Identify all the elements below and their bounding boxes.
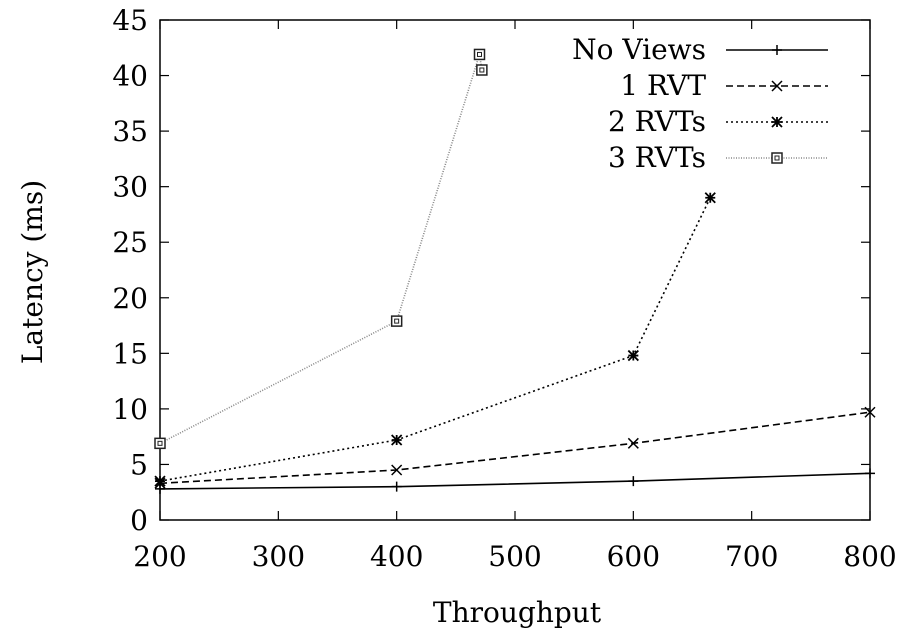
data-point bbox=[771, 80, 783, 92]
data-point-inner bbox=[479, 67, 485, 73]
data-point bbox=[154, 475, 166, 487]
y-tick-label: 20 bbox=[112, 282, 148, 315]
x-tick-label: 200 bbox=[133, 540, 186, 573]
x-tick-label: 500 bbox=[488, 540, 541, 573]
series-3 bbox=[154, 192, 716, 487]
axes: 0 5 10 15 20 25 30 35 40 45 200 300 400 500 600 700 800 bbox=[112, 4, 896, 573]
data-point-inner bbox=[157, 440, 163, 446]
data-point bbox=[391, 434, 403, 446]
legend-label: 3 RVTs bbox=[608, 141, 706, 174]
data-point bbox=[476, 64, 488, 76]
series-line bbox=[159, 197, 711, 482]
data-point bbox=[473, 48, 486, 61]
series-line bbox=[159, 472, 871, 490]
data-point bbox=[772, 45, 782, 55]
legend-item: 2 RVTs bbox=[608, 105, 828, 138]
legend-item: 3 RVTs bbox=[608, 141, 828, 174]
y-tick-label: 5 bbox=[130, 448, 148, 481]
x-tick-label: 400 bbox=[370, 540, 423, 573]
data-point bbox=[628, 476, 639, 487]
data-point bbox=[391, 481, 402, 492]
y-tick-label: 0 bbox=[130, 504, 148, 537]
y-tick-label: 25 bbox=[112, 226, 148, 259]
y-tick-label: 45 bbox=[112, 4, 148, 37]
series-4 bbox=[154, 48, 488, 450]
series-1 bbox=[155, 468, 875, 494]
data-point bbox=[865, 468, 875, 479]
plot-frame bbox=[159, 19, 871, 521]
y-tick-label: 40 bbox=[112, 60, 148, 93]
y-tick-label: 15 bbox=[112, 337, 148, 370]
data-point bbox=[154, 437, 166, 450]
x-tick-label: 800 bbox=[843, 540, 896, 573]
legend-label: 1 RVT bbox=[620, 69, 706, 102]
data-point bbox=[390, 315, 403, 327]
x-tick-label: 600 bbox=[607, 540, 660, 573]
legend-label: No Views bbox=[572, 33, 706, 66]
data-point-inner bbox=[477, 51, 482, 57]
x-axis-label: Throughput bbox=[433, 596, 602, 629]
data-point bbox=[627, 349, 639, 362]
legend-item: 1 RVT bbox=[620, 69, 828, 102]
y-axis-label: Latency (ms) bbox=[16, 180, 49, 364]
x-tick-label: 300 bbox=[252, 540, 305, 573]
series-line bbox=[159, 54, 483, 445]
data-point-inner bbox=[394, 318, 400, 324]
series-layer bbox=[154, 48, 876, 494]
legend-item: No Views bbox=[572, 33, 828, 66]
data-point-inner bbox=[774, 155, 780, 161]
series-2 bbox=[154, 406, 876, 489]
series-line bbox=[159, 411, 871, 485]
data-point bbox=[771, 116, 783, 128]
y-tick-label: 10 bbox=[112, 393, 148, 426]
data-point bbox=[627, 437, 639, 449]
data-point bbox=[864, 406, 876, 418]
data-point bbox=[704, 192, 716, 204]
data-point bbox=[771, 152, 783, 164]
y-tick-label: 35 bbox=[112, 115, 148, 148]
x-tick-label: 700 bbox=[725, 540, 778, 573]
y-tick-label: 30 bbox=[112, 171, 148, 204]
data-point bbox=[391, 464, 403, 476]
legend-label: 2 RVTs bbox=[608, 105, 706, 138]
